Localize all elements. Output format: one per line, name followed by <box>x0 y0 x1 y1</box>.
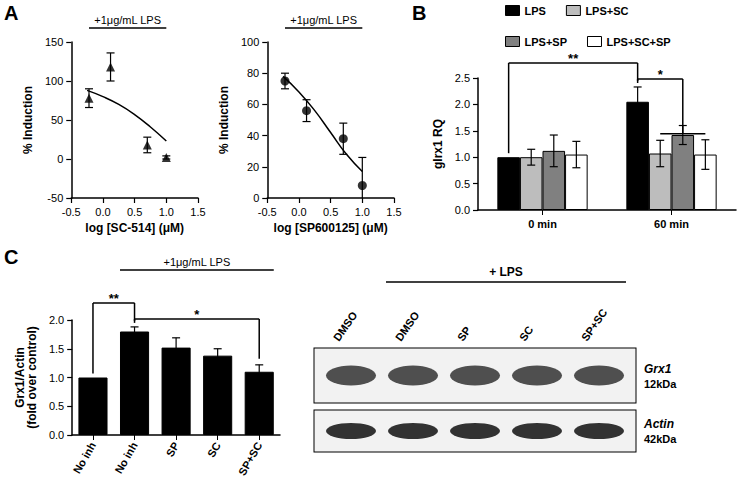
html-text:A: A <box>4 2 19 24</box>
svg-text:DMSO: DMSO <box>393 309 422 343</box>
svg-text:(fold over control): (fold over control) <box>25 326 39 429</box>
svg-text:42kDa: 42kDa <box>644 433 677 445</box>
svg-text:2.0: 2.0 <box>455 98 470 110</box>
svg-text:0: 0 <box>57 153 63 165</box>
svg-text:DMSO: DMSO <box>331 309 360 343</box>
svg-text:No inh: No inh <box>71 440 99 476</box>
svg-text:0.0: 0.0 <box>49 429 64 441</box>
svg-text:SP: SP <box>164 440 182 459</box>
svg-text:80: 80 <box>247 67 259 79</box>
svg-text:1.5: 1.5 <box>386 206 401 218</box>
svg-text:1.0: 1.0 <box>49 372 64 384</box>
svg-text:+ LPS: + LPS <box>489 265 523 279</box>
svg-text:0: 0 <box>253 192 259 204</box>
svg-text:0.5: 0.5 <box>49 400 64 412</box>
svg-text:+1μg/mL LPS: +1μg/mL LPS <box>163 256 230 268</box>
svg-text:1.0: 1.0 <box>159 206 174 218</box>
svg-text:% Induction: % Induction <box>21 86 35 154</box>
svg-text:+1μg/mL LPS: +1μg/mL LPS <box>290 14 357 26</box>
svg-text:-0.5: -0.5 <box>62 206 81 218</box>
svg-text:-0.5: -0.5 <box>258 206 277 218</box>
svg-text:SP+SC: SP+SC <box>579 306 610 343</box>
svg-text:1.5: 1.5 <box>49 343 64 355</box>
svg-text:SC: SC <box>205 440 223 459</box>
svg-text:100: 100 <box>45 75 63 87</box>
svg-text:LPS+SP: LPS+SP <box>525 36 568 48</box>
svg-text:Grx1: Grx1 <box>644 362 672 376</box>
svg-text:SC: SC <box>517 324 536 343</box>
svg-text:150: 150 <box>45 36 63 48</box>
svg-text:*: * <box>194 307 200 322</box>
svg-text:0.0: 0.0 <box>291 206 306 218</box>
svg-text:0.0: 0.0 <box>455 204 470 216</box>
svg-text:LPS+SC: LPS+SC <box>585 5 628 17</box>
svg-text:No inh: No inh <box>112 440 140 476</box>
svg-text:log [SC-514] (μM): log [SC-514] (μM) <box>85 221 184 235</box>
svg-text:20: 20 <box>247 161 259 173</box>
svg-text:-50: -50 <box>47 192 63 204</box>
svg-text:SP+SC: SP+SC <box>236 440 265 478</box>
svg-text:**: ** <box>109 291 120 306</box>
svg-text:SP: SP <box>455 324 473 343</box>
svg-text:Grx1/Actin: Grx1/Actin <box>13 347 27 408</box>
svg-text:1.0: 1.0 <box>455 151 470 163</box>
svg-text:1.5: 1.5 <box>190 206 205 218</box>
svg-text:100: 100 <box>241 36 259 48</box>
svg-text:2.0: 2.0 <box>49 314 64 326</box>
svg-text:1.5: 1.5 <box>455 125 470 137</box>
svg-text:60: 60 <box>247 98 259 110</box>
svg-text:0.5: 0.5 <box>127 206 142 218</box>
svg-text:2.5: 2.5 <box>455 72 470 84</box>
html-text:B: B <box>412 2 427 24</box>
svg-text:**: ** <box>568 51 579 66</box>
svg-text:1.0: 1.0 <box>355 206 370 218</box>
svg-text:LPS+SC+SP: LPS+SC+SP <box>606 36 670 48</box>
svg-text:*: * <box>658 67 664 82</box>
svg-text:0.5: 0.5 <box>455 178 470 190</box>
svg-text:12kDa: 12kDa <box>644 378 677 390</box>
svg-text:Actin: Actin <box>643 417 674 431</box>
svg-text:log [SP600125] (μM): log [SP600125] (μM) <box>274 221 388 235</box>
svg-text:+1μg/mL LPS: +1μg/mL LPS <box>94 14 161 26</box>
html-text:C: C <box>4 246 19 268</box>
svg-text:0 min: 0 min <box>528 218 557 230</box>
svg-text:% Induction: % Induction <box>217 86 231 154</box>
svg-text:LPS: LPS <box>525 5 546 17</box>
svg-text:60 min: 60 min <box>654 218 689 230</box>
svg-text:40: 40 <box>247 130 259 142</box>
svg-text:50: 50 <box>51 114 63 126</box>
svg-text:0.0: 0.0 <box>95 206 110 218</box>
svg-text:glrx1 RQ: glrx1 RQ <box>431 119 445 169</box>
svg-text:0.5: 0.5 <box>323 206 338 218</box>
